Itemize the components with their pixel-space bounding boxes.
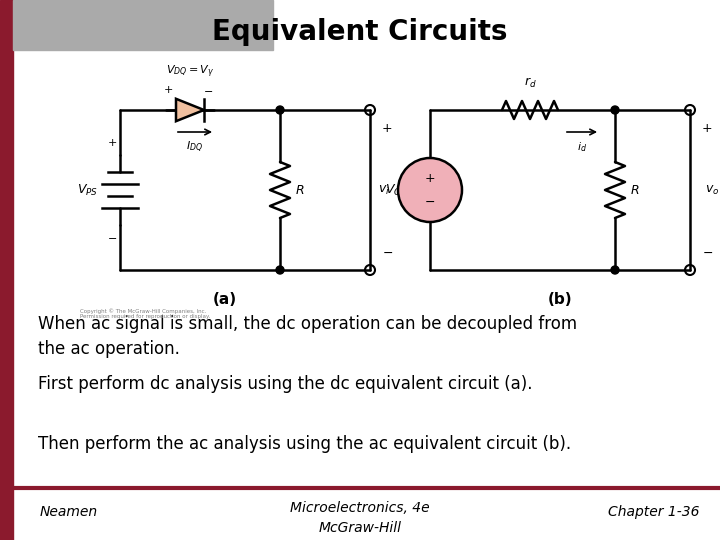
Text: $R$: $R$ [630,184,639,197]
Text: $v_o$: $v_o$ [705,184,719,197]
Text: +: + [163,85,173,95]
Text: +: + [425,172,436,186]
Text: $V_{PS}$: $V_{PS}$ [77,183,98,198]
Circle shape [276,266,284,274]
Text: $I_{DQ}$: $I_{DQ}$ [186,140,204,155]
Bar [0,0,13,540]
Text: (a): (a) [213,292,237,307]
Text: +: + [702,122,713,134]
Text: $V_O$: $V_O$ [385,183,402,198]
Text: $R$: $R$ [295,184,305,197]
Text: $i_d$: $i_d$ [577,140,587,154]
Text: Chapter 1-36: Chapter 1-36 [608,505,700,519]
Text: $-$: $-$ [702,246,713,259]
Circle shape [611,106,619,114]
Text: $-$: $-$ [424,194,436,207]
Text: Neamen: Neamen [40,505,98,519]
Text: +: + [107,138,117,148]
Text: $-$: $-$ [107,232,117,242]
Circle shape [611,266,619,274]
Text: First perform dc analysis using the dc equivalent circuit (a).: First perform dc analysis using the dc e… [38,375,533,393]
Text: When ac signal is small, the dc operation can be decoupled from
the ac operation: When ac signal is small, the dc operatio… [38,315,577,358]
Text: $-$: $-$ [382,246,393,259]
Circle shape [398,158,462,222]
Text: Then perform the ac analysis using the ac equivalent circuit (b).: Then perform the ac analysis using the a… [38,435,571,453]
Text: $V_{DQ} = V_\gamma$: $V_{DQ} = V_\gamma$ [166,64,214,80]
Text: $r_d$: $r_d$ [523,76,536,90]
Text: (b): (b) [548,292,572,307]
Text: $-$: $-$ [203,85,213,95]
Text: Copyright © The McGraw-Hill Companies, Inc.
Permission required for reproduction: Copyright © The McGraw-Hill Companies, I… [80,308,210,320]
Text: +: + [382,122,392,134]
Text: Microelectronics, 4e
McGraw-Hill: Microelectronics, 4e McGraw-Hill [290,501,430,535]
Text: $v_i$: $v_i$ [378,184,390,197]
Circle shape [276,106,284,114]
Polygon shape [176,99,204,121]
Text: Equivalent Circuits: Equivalent Circuits [212,18,508,46]
Bar [13,0,273,50]
